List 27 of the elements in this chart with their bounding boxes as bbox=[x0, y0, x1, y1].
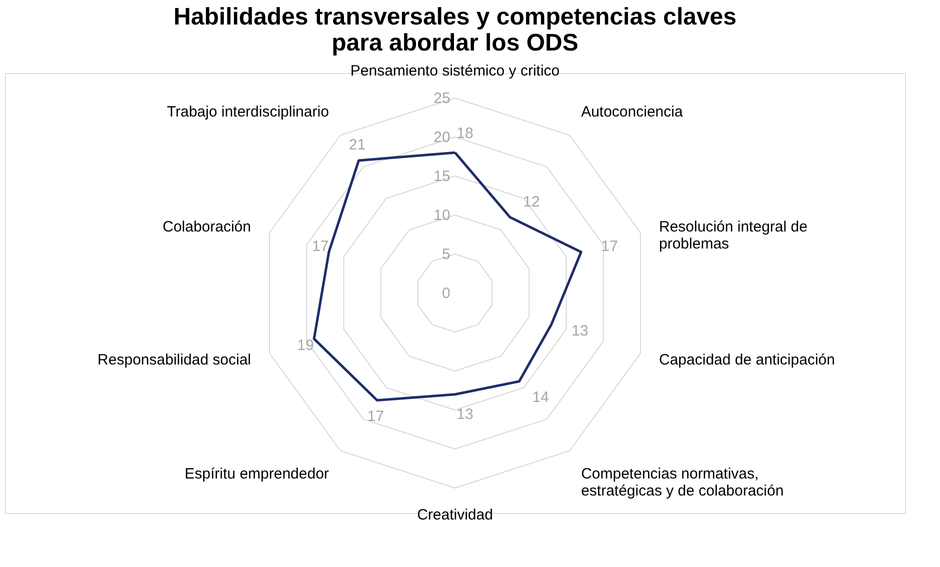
data-label: 13 bbox=[456, 406, 474, 423]
y-tick-label: 10 bbox=[434, 207, 450, 224]
data-label: 19 bbox=[297, 336, 314, 354]
data-label: 18 bbox=[456, 125, 474, 142]
data-label: 17 bbox=[601, 238, 618, 255]
data-label: 17 bbox=[367, 408, 384, 426]
y-tick-label: 20 bbox=[434, 129, 450, 146]
y-tick-label: 15 bbox=[434, 168, 450, 185]
data-label: 21 bbox=[348, 136, 366, 154]
spoke-label: Resolución integral de problemas bbox=[659, 218, 808, 253]
spoke-label: Colaboración bbox=[162, 218, 251, 236]
spoke-label: Creatividad bbox=[417, 506, 493, 524]
spoke-label: Capacidad de anticipación bbox=[659, 351, 835, 368]
chart-title: Habilidades transversales y competencias claves para abordar los ODS bbox=[174, 4, 736, 56]
spoke-label: Competencias normativas, estratégicas y de colaboración bbox=[581, 466, 784, 500]
data-label: 12 bbox=[523, 194, 540, 210]
spoke-label: Pensamiento sistémico y critico bbox=[350, 62, 560, 80]
y-tick-label: 25 bbox=[434, 90, 450, 107]
data-label: 17 bbox=[312, 238, 329, 255]
spoke-label: Autoconciencia bbox=[581, 103, 684, 120]
spoke-label: Espíritu emprendedor bbox=[184, 466, 329, 483]
y-tick-label: 5 bbox=[442, 246, 450, 263]
data-label: 13 bbox=[572, 322, 588, 340]
data-label: 14 bbox=[532, 389, 549, 406]
spoke-label: Trabajo interdisciplinario bbox=[166, 103, 329, 120]
spoke-label: Responsabilidad social bbox=[98, 351, 251, 368]
y-tick-label: 0 bbox=[442, 285, 450, 302]
